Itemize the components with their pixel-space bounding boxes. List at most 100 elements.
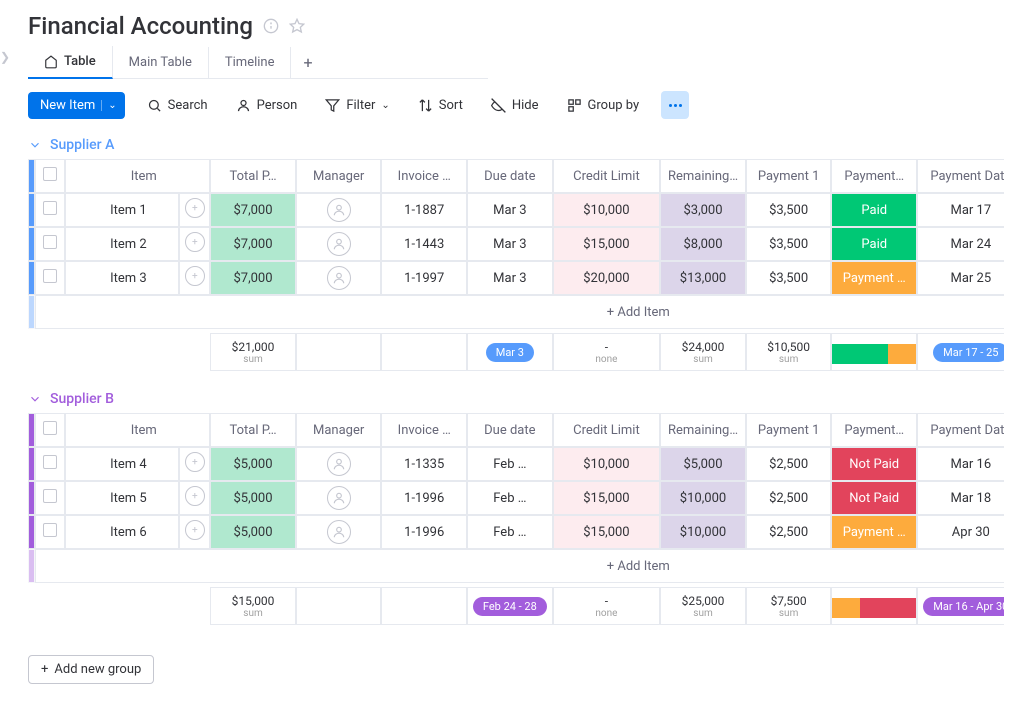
- payment1-cell[interactable]: $2,500: [746, 515, 832, 549]
- column-header[interactable]: Remaining…: [660, 159, 746, 193]
- conversation-icon[interactable]: [185, 486, 205, 506]
- column-header[interactable]: Total P…: [210, 413, 296, 447]
- item-name[interactable]: Item 3: [65, 261, 179, 295]
- total-cell[interactable]: $7,000: [210, 261, 296, 295]
- more-button[interactable]: [661, 91, 689, 119]
- add-tab-button[interactable]: +: [291, 47, 324, 78]
- chevron-down-icon[interactable]: ⌄: [101, 100, 116, 111]
- due-date-cell[interactable]: Mar 3: [467, 261, 553, 295]
- item-name[interactable]: Item 6: [65, 515, 179, 549]
- credit-cell[interactable]: $20,000: [553, 261, 661, 295]
- new-item-button[interactable]: New Item ⌄: [28, 92, 125, 119]
- group-by-button[interactable]: Group by: [561, 94, 646, 117]
- column-header[interactable]: Manager: [296, 159, 382, 193]
- status1-cell[interactable]: Payment …: [831, 261, 917, 295]
- conversation-icon[interactable]: [185, 232, 205, 252]
- table-row[interactable]: Item 6 $5,000 1-1996 Feb … $15,000 $10,0…: [28, 515, 1004, 549]
- status1-cell[interactable]: Payment …: [831, 515, 917, 549]
- collapse-handle-icon[interactable]: ❯: [0, 50, 10, 64]
- invoice-cell[interactable]: 1-1443: [381, 227, 467, 261]
- payment-date-cell[interactable]: Mar 17: [917, 193, 1004, 227]
- table-row[interactable]: Item 5 $5,000 1-1996 Feb … $15,000 $10,0…: [28, 481, 1004, 515]
- invoice-cell[interactable]: 1-1887: [381, 193, 467, 227]
- manager-avatar[interactable]: [327, 486, 351, 510]
- column-header[interactable]: Credit Limit: [553, 413, 661, 447]
- column-header[interactable]: Payment Date: [917, 413, 1004, 447]
- row-checkbox[interactable]: [43, 523, 57, 537]
- conversation-icon[interactable]: [185, 520, 205, 540]
- column-header[interactable]: Payment 1: [746, 413, 832, 447]
- payment-date-cell[interactable]: Mar 18: [917, 481, 1004, 515]
- sort-button[interactable]: Sort: [412, 94, 469, 117]
- due-date-cell[interactable]: Feb …: [467, 481, 553, 515]
- credit-cell[interactable]: $15,000: [553, 481, 661, 515]
- table-row[interactable]: Item 2 $7,000 1-1443 Mar 3 $15,000 $8,00…: [28, 227, 1004, 261]
- remaining-cell[interactable]: $3,000: [660, 193, 746, 227]
- due-range-pill[interactable]: Feb 24 - 28: [473, 597, 547, 616]
- manager-avatar[interactable]: [327, 232, 351, 256]
- status1-cell[interactable]: Not Paid: [831, 447, 917, 481]
- column-header[interactable]: Item: [65, 413, 210, 447]
- column-header[interactable]: Payment…: [831, 413, 917, 447]
- column-header[interactable]: Payment…: [831, 159, 917, 193]
- due-date-cell[interactable]: Mar 3: [467, 227, 553, 261]
- row-checkbox[interactable]: [43, 269, 57, 283]
- table-row[interactable]: Item 1 $7,000 1-1887 Mar 3 $10,000 $3,00…: [28, 193, 1004, 227]
- group-header[interactable]: Supplier A: [28, 137, 1004, 153]
- total-cell[interactable]: $5,000: [210, 481, 296, 515]
- filter-button[interactable]: Filter ⌄: [319, 94, 395, 117]
- add-group-button[interactable]: + Add new group: [28, 655, 154, 684]
- add-item-button[interactable]: + Add Item: [35, 549, 1004, 583]
- select-all-checkbox[interactable]: [43, 167, 57, 181]
- column-header[interactable]: Due date: [467, 159, 553, 193]
- due-range-pill[interactable]: Mar 3: [486, 343, 534, 362]
- remaining-cell[interactable]: $13,000: [660, 261, 746, 295]
- invoice-cell[interactable]: 1-1996: [381, 515, 467, 549]
- manager-avatar[interactable]: [327, 266, 351, 290]
- credit-cell[interactable]: $15,000: [553, 515, 661, 549]
- status1-cell[interactable]: Not Paid: [831, 481, 917, 515]
- payment-date-cell[interactable]: Mar 16: [917, 447, 1004, 481]
- payment-date-range-pill[interactable]: Mar 16 - Apr 30: [923, 597, 1004, 616]
- row-checkbox[interactable]: [43, 201, 57, 215]
- column-header[interactable]: Manager: [296, 413, 382, 447]
- payment-date-cell[interactable]: Mar 25: [917, 261, 1004, 295]
- total-cell[interactable]: $5,000: [210, 515, 296, 549]
- invoice-cell[interactable]: 1-1335: [381, 447, 467, 481]
- group-header[interactable]: Supplier B: [28, 391, 1004, 407]
- status1-cell[interactable]: Paid: [831, 193, 917, 227]
- due-date-cell[interactable]: Feb …: [467, 515, 553, 549]
- payment-date-range-pill[interactable]: Mar 17 - 25: [933, 343, 1004, 362]
- remaining-cell[interactable]: $5,000: [660, 447, 746, 481]
- column-header[interactable]: Item: [65, 159, 210, 193]
- conversation-icon[interactable]: [185, 452, 205, 472]
- due-date-cell[interactable]: Feb …: [467, 447, 553, 481]
- total-cell[interactable]: $7,000: [210, 227, 296, 261]
- credit-cell[interactable]: $10,000: [553, 193, 661, 227]
- payment-date-cell[interactable]: Mar 24: [917, 227, 1004, 261]
- total-cell[interactable]: $5,000: [210, 447, 296, 481]
- table-row[interactable]: Item 3 $7,000 1-1997 Mar 3 $20,000 $13,0…: [28, 261, 1004, 295]
- remaining-cell[interactable]: $10,000: [660, 515, 746, 549]
- conversation-icon[interactable]: [185, 266, 205, 286]
- manager-avatar[interactable]: [327, 198, 351, 222]
- search-button[interactable]: Search: [141, 94, 214, 117]
- column-header[interactable]: Remaining…: [660, 413, 746, 447]
- add-item-button[interactable]: + Add Item: [35, 295, 1004, 329]
- table-row[interactable]: Item 4 $5,000 1-1335 Feb … $10,000 $5,00…: [28, 447, 1004, 481]
- column-header[interactable]: Invoice …: [381, 159, 467, 193]
- person-filter-button[interactable]: Person: [230, 94, 304, 117]
- payment-date-cell[interactable]: Apr 30: [917, 515, 1004, 549]
- tab-timeline[interactable]: Timeline: [209, 47, 292, 78]
- item-name[interactable]: Item 5: [65, 481, 179, 515]
- invoice-cell[interactable]: 1-1997: [381, 261, 467, 295]
- tab-table[interactable]: Table: [28, 46, 113, 79]
- item-name[interactable]: Item 4: [65, 447, 179, 481]
- column-header[interactable]: Total P…: [210, 159, 296, 193]
- credit-cell[interactable]: $10,000: [553, 447, 661, 481]
- info-icon[interactable]: [263, 18, 279, 34]
- column-header[interactable]: Invoice …: [381, 413, 467, 447]
- row-checkbox[interactable]: [43, 235, 57, 249]
- due-date-cell[interactable]: Mar 3: [467, 193, 553, 227]
- row-checkbox[interactable]: [43, 455, 57, 469]
